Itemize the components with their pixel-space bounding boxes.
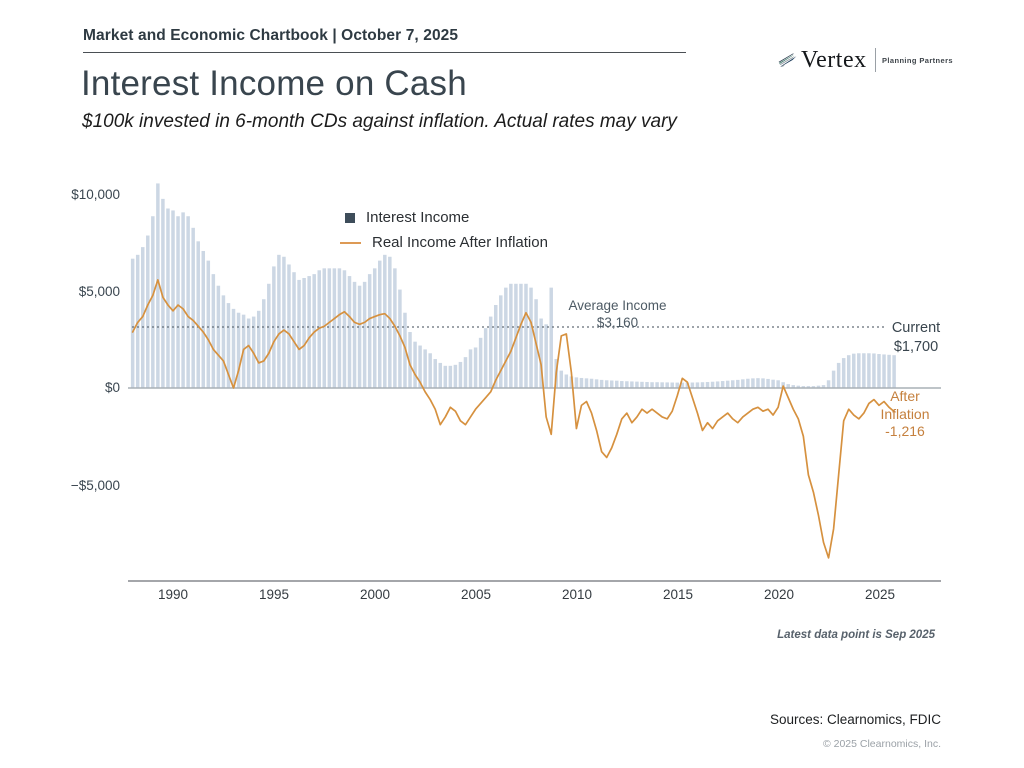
legend-item-interest-income: Interest Income [340,209,469,226]
after-inflation-annotation: After Inflation -1,216 [863,388,947,441]
x-tick-2010: 2010 [561,587,593,602]
latest-data-note: Latest data point is Sep 2025 [777,629,935,641]
copyright-text: © 2025 Clearnomics, Inc. [822,738,941,750]
report-header: Market and Economic Chartbook | October … [83,27,459,44]
x-tick-2025: 2025 [864,587,896,602]
average-income-label: Average Income [568,298,667,313]
legend-item-real-income: Real Income After Inflation [340,234,548,251]
y-tick-0: $0 [104,380,120,395]
y-tick-5000: $5,000 [78,284,120,299]
legend-line-swatch-icon [340,241,361,244]
logo-wordmark: Vertex [800,46,867,73]
sources-text: Sources: Clearnomics, FDIC [769,712,941,727]
x-tick-2005: 2005 [460,587,492,602]
after-inflation-label-2: Inflation [880,405,930,422]
vertex-logo: Vertex Planning Partners [778,38,953,82]
logo-tagline: Planning Partners [882,55,953,65]
page-subtitle: $100k invested in 6-month CDs against in… [82,111,677,132]
current-value: $1,700 [893,339,939,355]
current-label: Current [891,320,941,336]
after-inflation-value: -1,216 [885,423,925,439]
y-tick-10000: $10,000 [71,187,120,202]
average-income-value: $3,160 [596,315,639,330]
x-tick-1990: 1990 [157,587,189,602]
header-divider [83,52,686,53]
x-tick-2000: 2000 [359,587,391,602]
x-tick-2015: 2015 [662,587,694,602]
after-inflation-label-1: After [890,388,920,404]
page-title: Interest Income on Cash [81,64,467,103]
logo-swoosh-icon [778,53,797,67]
legend-square-swatch-icon [345,212,355,223]
average-income-annotation: Average Income $3,160 [540,297,695,331]
y-tick-neg5000: −$5,000 [70,478,120,493]
legend-label-interest-income: Interest Income [366,209,470,226]
current-annotation: Current $1,700 [876,319,956,357]
x-tick-1995: 1995 [258,587,290,602]
x-tick-2020: 2020 [763,587,795,602]
legend-label-real-income: Real Income After Inflation [372,234,548,251]
